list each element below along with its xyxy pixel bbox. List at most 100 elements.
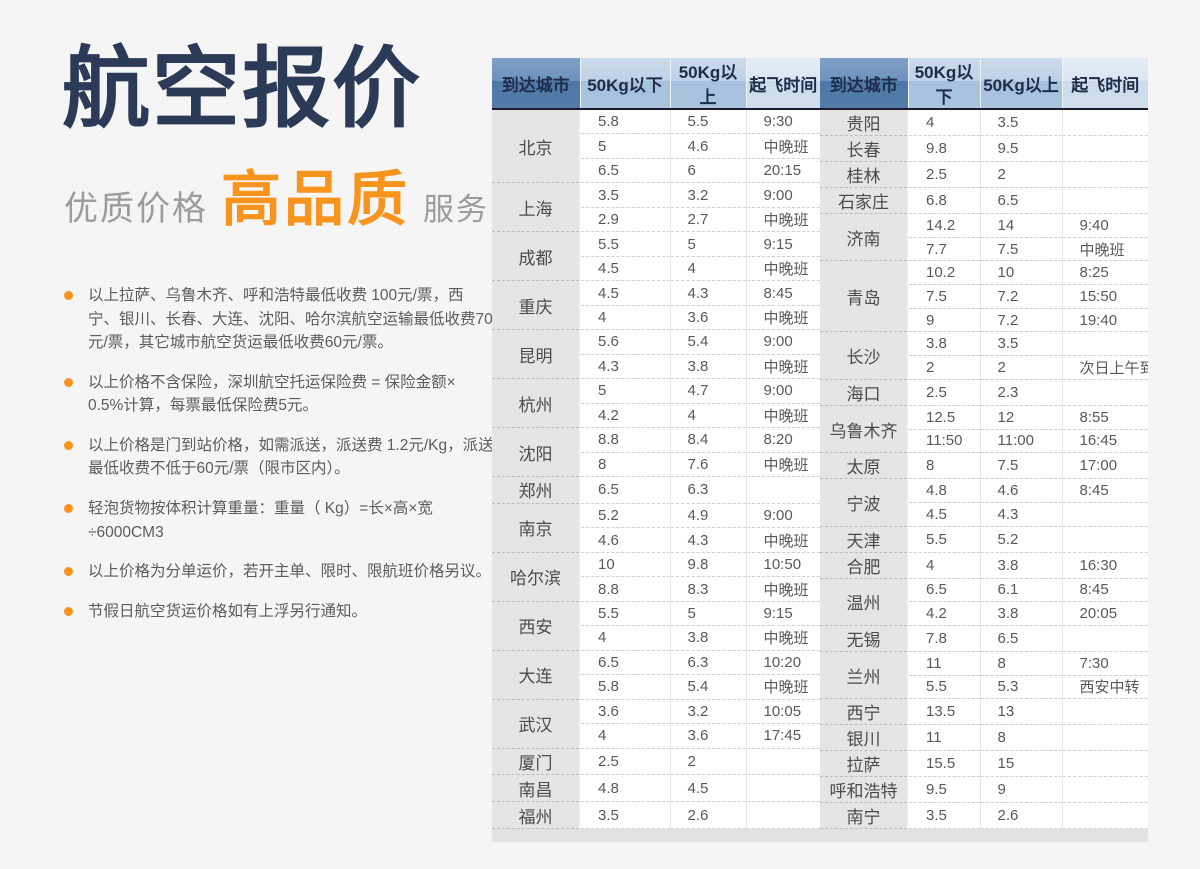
city-cell: 石家庄 (820, 187, 909, 214)
time-cell: 8:55 (1061, 405, 1148, 430)
table-row: 郑州 6.5 6.3 (492, 476, 820, 504)
header-arrival-city: 到达城市 (492, 58, 580, 110)
price-cell: 4.5 (907, 502, 980, 527)
city-cell: 重庆 (492, 280, 581, 331)
price-cell: 15 (979, 750, 1062, 778)
table-body: 北京 5.8 5.5 9:30 5 4.6 中晚班 6.5 6 20:15 上海 3.5 3.2 9:00… (492, 109, 820, 830)
time-cell (1061, 379, 1148, 406)
note-item: 节假日航空货运价格如有上浮另行通知。 (62, 600, 494, 624)
table-row: 上海 3.5 3.2 9:00 (492, 182, 820, 233)
bullet-icon (64, 440, 73, 450)
time-cell: 16:30 (1061, 552, 1148, 579)
price-cell: 11 (907, 724, 980, 752)
price-cell: 6.5 (979, 187, 1062, 214)
price-table-left: 到达城市 50Kg以下 50Kg以上 起飞时间 北京 5.8 5.5 9:30 5 4.6 中晚班 6… (492, 58, 820, 830)
price-cell: 3.8 (979, 552, 1062, 579)
price-cell: 4 (669, 256, 746, 282)
price-cell: 5.4 (669, 674, 746, 700)
city-cell: 杭州 (492, 378, 581, 429)
price-cell: 6 (669, 158, 746, 184)
table-row: 合肥 4 3.8 16:30 (820, 552, 1148, 579)
time-cell (1061, 135, 1148, 162)
price-cell: 4.7 (669, 378, 746, 404)
time-cell (745, 801, 820, 830)
price-cell: 4.6 (979, 478, 1062, 503)
price-cell: 7.8 (907, 625, 980, 652)
price-cell: 2.5 (579, 748, 670, 776)
price-cell: 3.5 (907, 802, 980, 830)
price-table-right: 到达城市 50Kg以下 50Kg以上 起飞时间 贵阳 4 3.5 长春 9.8 9.5 桂林 2.5 2… (820, 58, 1148, 830)
price-cell: 6.5 (579, 476, 670, 504)
table-row: 成都 5.5 5 9:15 (492, 231, 820, 282)
time-cell: 17:45 (745, 723, 820, 749)
table-row: 4.5 4 中晚班 (492, 256, 820, 282)
price-cell: 3.6 (579, 699, 670, 725)
price-cell: 4.3 (579, 354, 670, 380)
table-row: 2.9 2.7 中晚班 (492, 207, 820, 233)
city-cell: 武汉 (492, 699, 581, 749)
table-row: 无锡 7.8 6.5 (820, 625, 1148, 652)
table-row: 大连 6.5 6.3 10:20 (492, 650, 820, 700)
table-header: 到达城市 50Kg以下 50Kg以上 起飞时间 (492, 58, 820, 110)
bullet-icon (64, 504, 73, 514)
note-item: 以上价格是门到站价格，如需派送，派送费 1.2元/Kg，派送最低收费不低于60元… (62, 434, 494, 481)
price-cell: 9 (907, 308, 980, 333)
table-row: 杭州 5 4.7 9:00 (492, 378, 820, 429)
price-cell: 13 (979, 698, 1062, 726)
price-cell: 5 (669, 231, 746, 257)
city-cell: 太原 (820, 452, 909, 480)
price-cell: 4.6 (579, 527, 670, 553)
price-cell: 3.8 (979, 601, 1062, 626)
time-cell: 20:15 (745, 158, 820, 184)
note-item: 以上拉萨、乌鲁木齐、呼和浩特最低收费 100元/票，西宁、银川、长春、大连、沈阳… (62, 284, 494, 355)
price-cell: 5.8 (579, 674, 670, 700)
time-cell (1061, 698, 1148, 726)
city-cell: 海口 (820, 379, 909, 406)
price-cell: 4 (579, 625, 670, 651)
subtitle-right: 服务 (423, 192, 489, 228)
table-row: 桂林 2.5 2 (820, 161, 1148, 188)
city-cell: 温州 (820, 578, 909, 626)
city-cell: 沈阳 (492, 427, 581, 478)
note-text: 轻泡货物按体积计算重量：重量（ Kg）=长×高×宽÷6000CM3 (88, 500, 433, 541)
price-cell: 3.2 (669, 182, 746, 208)
price-cell: 6.5 (907, 578, 980, 603)
time-cell: 10:20 (745, 650, 820, 676)
price-cell: 2 (979, 355, 1062, 380)
table-row: 哈尔滨 10 9.8 10:50 (492, 552, 820, 602)
price-cell: 4.5 (579, 256, 670, 282)
price-cell: 5.8 (579, 109, 670, 135)
city-cell: 南京 (492, 503, 581, 553)
price-cell: 5.5 (669, 109, 746, 135)
time-cell: 7:30 (1061, 651, 1148, 676)
price-cell: 4.9 (669, 503, 746, 529)
time-cell: 中晚班 (745, 256, 820, 282)
price-cell: 8.8 (579, 576, 670, 602)
table-row: 4 3.6 中晚班 (492, 305, 820, 331)
table-row: 长沙 3.8 3.5 (820, 331, 1148, 380)
note-text: 节假日航空货运价格如有上浮另行通知。 (88, 602, 368, 620)
table-body: 贵阳 4 3.5 长春 9.8 9.5 桂林 2.5 2 石家庄 6.8 6.5 济南 14.2 14 9:4… (820, 109, 1148, 830)
price-cell: 8.3 (669, 576, 746, 602)
table-row: 4 3.8 中晚班 (492, 625, 820, 651)
time-cell: 中晚班 (745, 133, 820, 159)
time-cell (745, 476, 820, 504)
header-under-50kg: 50Kg以下 (907, 58, 980, 110)
table-row: 4.5 4.3 (820, 502, 1148, 527)
price-cell: 6.5 (579, 650, 670, 676)
city-cell: 郑州 (492, 476, 581, 504)
time-cell: 10:50 (745, 552, 820, 578)
note-item: 以上价格不含保险，深圳航空托运保险费 = 保险金额× 0.5%计算，每票最低保险… (62, 371, 494, 418)
price-cell: 3.5 (979, 109, 1062, 136)
city-cell: 无锡 (820, 625, 909, 652)
time-cell: 9:30 (745, 109, 820, 135)
time-cell: 中晚班 (745, 207, 820, 233)
price-cell: 9.5 (907, 776, 980, 804)
price-cell: 5.4 (669, 329, 746, 355)
city-cell: 哈尔滨 (492, 552, 581, 602)
price-cell: 14 (979, 213, 1062, 238)
price-cell: 5.2 (579, 503, 670, 529)
price-cell: 3.2 (669, 699, 746, 725)
price-cell: 3.8 (669, 625, 746, 651)
time-cell (1061, 187, 1148, 214)
